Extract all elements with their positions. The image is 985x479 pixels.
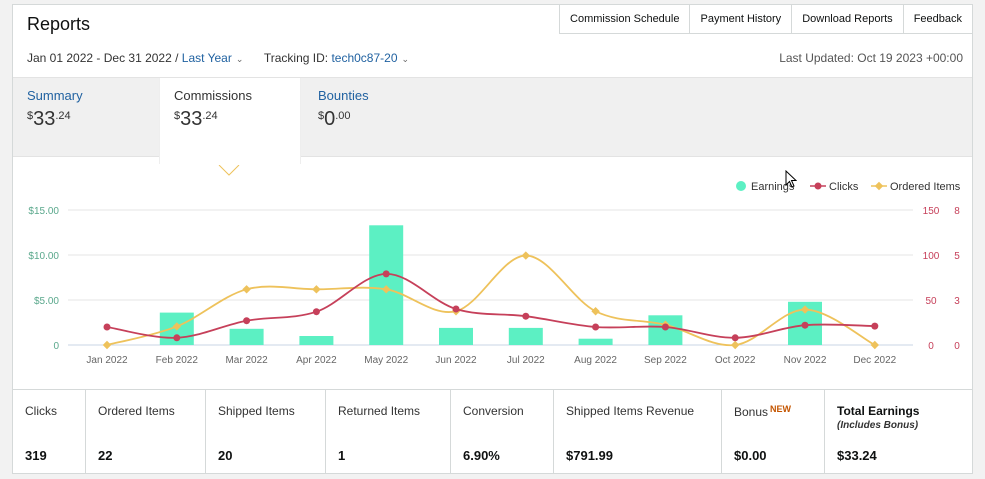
clicks-point [871,322,879,330]
tracking-id-dropdown[interactable]: tech0c87-20 ⌄ [331,51,409,65]
x-tick-label: Jul 2022 [507,355,545,366]
clicks-point [522,312,530,320]
clicks-point [592,323,600,331]
y-tick-right-items: 3 [954,296,960,307]
stat-returned-items: Returned Items 1 [326,390,451,473]
y-tick-right-items: 5 [954,251,960,262]
clicks-point [312,308,320,316]
earnings-bar [508,327,543,345]
tab-summary-label: Summary [27,88,83,103]
filter-bar: Jan 01 2022 - Dec 31 2022 / Last Year ⌄ T… [27,51,409,65]
tracking-id-value: tech0c87-20 [331,51,398,65]
y-tick-left: 0 [53,341,59,352]
clicks-line [106,272,875,339]
clicks-point [103,323,111,331]
x-tick-label: Sep 2022 [644,355,687,366]
ordered-items-point [591,307,600,316]
page-title: Reports [27,14,91,34]
earnings-bar [439,327,473,345]
earnings-chart: 0 $5.00 $10.00 $15.00 0 50 100 150 0 3 5 8 Jan 2022 F… [28,165,961,366]
legend-clicks-label: Clicks [829,181,859,193]
ordered-items-point [381,285,391,294]
ordered-items-point [102,340,112,350]
ordered-items-point [312,285,321,294]
y-tick-right-clicks: 150 [923,206,940,217]
x-tick-label: Aug 2022 [574,355,617,366]
chevron-down-icon: ⌄ [235,54,244,64]
x-tick-label: Jun 2022 [435,355,477,366]
y-tick-right-clicks: 100 [923,251,940,262]
clicks-point [382,270,390,278]
clicks-point [661,323,669,331]
clicks-point [731,334,739,342]
clicks-point [801,321,809,329]
chevron-down-icon: ⌄ [401,54,410,64]
y-tick-right-clicks: 0 [928,341,934,352]
commission-schedule-tab[interactable]: Commission Schedule [559,4,691,34]
tracking-label: Tracking ID: [263,51,329,65]
stat-clicks: Clicks 319 [13,390,86,473]
last-updated: Last Updated: Oct 19 2023 +00:00 [779,51,963,65]
tab-bounties[interactable]: Bounties $0.00 [304,78,444,158]
x-tick-label: Jan 2022 [86,355,128,366]
metric-tabs: Summary $33.24 Commissions $33.24 Bounti… [13,77,972,164]
legend-earnings-icon [736,181,746,191]
y-tick-right-clicks: 50 [925,296,937,307]
earnings-bar [229,328,264,345]
date-range: Jan 01 2022 - Dec 31 2022 / [27,51,179,65]
payment-history-tab[interactable]: Payment History [690,4,793,34]
y-tick-right-items: 8 [954,206,960,217]
tab-commissions[interactable]: Commissions $33.24 [159,78,301,164]
mouse-cursor-icon [785,170,797,188]
commissions-amount: $33.24 [174,108,218,130]
earnings-bar [578,338,613,345]
ordered-items-point [870,340,880,350]
y-tick-left: $10.00 [28,251,59,262]
ordered-items-point [242,285,251,294]
legend-ordered-label: Ordered Items [890,181,961,193]
x-tick-label: Dec 2022 [853,355,896,366]
feedback-tab[interactable]: Feedback [903,4,973,34]
stat-ordered-items: Ordered Items 22 [86,390,206,473]
ordered-items-point [800,305,810,314]
clicks-point [452,305,460,313]
y-tick-left: $5.00 [34,296,59,307]
reports-panel: Reports Commission Schedule Payment Hist… [12,4,973,474]
clicks-point [173,334,181,342]
download-reports-tab[interactable]: Download Reports [792,4,904,34]
y-tick-left: $15.00 [28,206,59,217]
ordered-items-point [521,251,531,260]
tab-bounties-label: Bounties [318,88,369,103]
x-tick-label: Apr 2022 [296,355,337,366]
stat-bonus: Bonus NEW $0.00 [722,390,825,473]
period-label: Last Year [181,51,232,65]
x-tick-label: Nov 2022 [784,355,827,366]
stats-row: Clicks 319 Ordered Items 22 Shipped Items 2… [13,389,972,473]
y-tick-right-items: 0 [954,341,960,352]
stat-shipped-items: Shipped Items 20 [206,390,326,473]
clicks-point [243,317,251,325]
stat-shipped-revenue: Shipped Items Revenue $791.99 [554,390,722,473]
legend-earnings-label: Earnings [751,181,795,193]
period-dropdown[interactable]: Last Year ⌄ [182,51,244,65]
ordered-items-point [730,340,740,350]
tab-commissions-label: Commissions [174,88,253,103]
stat-total-earnings: Total Earnings (Includes Bonus) $33.24 [837,404,920,463]
new-badge: NEW [770,404,792,414]
summary-amount: $33.24 [27,108,71,130]
x-tick-label: May 2022 [364,355,408,366]
bounties-amount: $0.00 [318,108,351,130]
legend-ordered-icon [874,181,884,191]
x-tick-label: Feb 2022 [156,355,199,366]
top-tabs: Commission Schedule Payment History Down… [559,4,973,34]
legend-clicks-icon [814,182,822,190]
x-tick-label: Mar 2022 [225,355,268,366]
tab-summary[interactable]: Summary $33.24 [13,78,159,158]
stat-conversion: Conversion 6.90% [451,390,554,473]
earnings-bar [299,336,334,345]
x-tick-label: Oct 2022 [715,355,756,366]
ordered-items-point [172,322,182,331]
active-tab-pointer [218,165,240,176]
